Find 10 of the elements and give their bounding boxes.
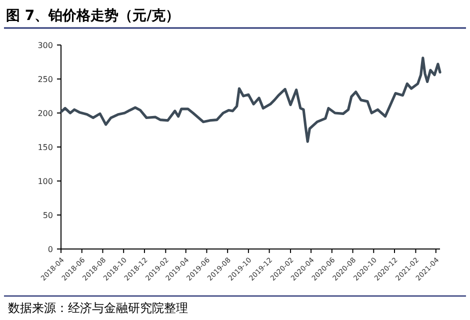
y-tick-label: 50 <box>42 211 53 220</box>
y-tick-label: 200 <box>38 109 53 118</box>
y-tick-label: 0 <box>48 245 53 254</box>
y-tick-label: 100 <box>38 177 53 186</box>
y-tick-label: 250 <box>38 75 53 84</box>
y-tick-label: 300 <box>38 41 53 50</box>
y-tick-label: 150 <box>38 143 53 152</box>
source-note: 数据来源：经济与金融研究院整理 <box>8 301 188 315</box>
line-series <box>60 56 442 143</box>
chart-title: 图 7、铂价格走势（元/克） <box>6 8 180 24</box>
